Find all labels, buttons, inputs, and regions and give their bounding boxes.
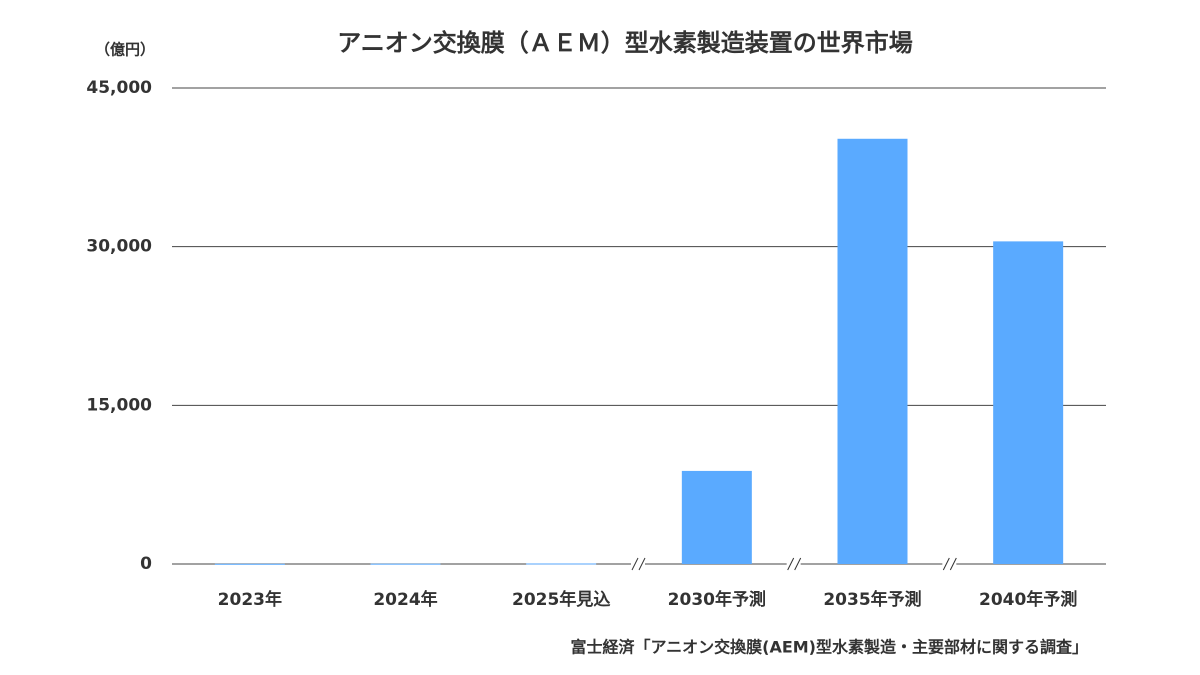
x-tick-label: 2024年 (373, 589, 437, 610)
chart-title: アニオン交換膜（ＡＥＭ）型水素製造装置の世界市場 (337, 29, 913, 57)
x-tick-label: 2025年見込 (512, 589, 610, 610)
bar (837, 138, 908, 565)
bar (370, 563, 441, 565)
axis-break-gap (631, 558, 645, 570)
y-tick-label: 45,000 (86, 78, 152, 98)
bar (681, 470, 752, 564)
axis-break (787, 557, 795, 571)
bar (993, 241, 1064, 564)
axis-break-gap (942, 558, 957, 570)
bar (214, 563, 285, 565)
axis-break (949, 557, 957, 571)
axis-break-gap (786, 558, 801, 570)
y-tick-label: 30,000 (86, 237, 152, 257)
x-tick-label: 2035年予測 (823, 589, 921, 610)
x-tick-label: 2040年予測 (979, 589, 1077, 610)
axis-break (631, 557, 639, 571)
x-tick-label: 2023年 (218, 589, 282, 610)
axis-break (942, 557, 950, 571)
x-tick-label: 2030年予測 (668, 589, 766, 610)
source: 富士経済「アニオン交換膜(AEM)型水素製造・主要部材に関する調査」 (570, 638, 1088, 657)
y-tick-label: 0 (140, 554, 152, 574)
bar (526, 563, 597, 565)
y-unit: （億円） (95, 41, 155, 59)
axis-break (794, 557, 802, 571)
axis-break (638, 557, 646, 571)
y-tick-label: 15,000 (86, 395, 152, 415)
